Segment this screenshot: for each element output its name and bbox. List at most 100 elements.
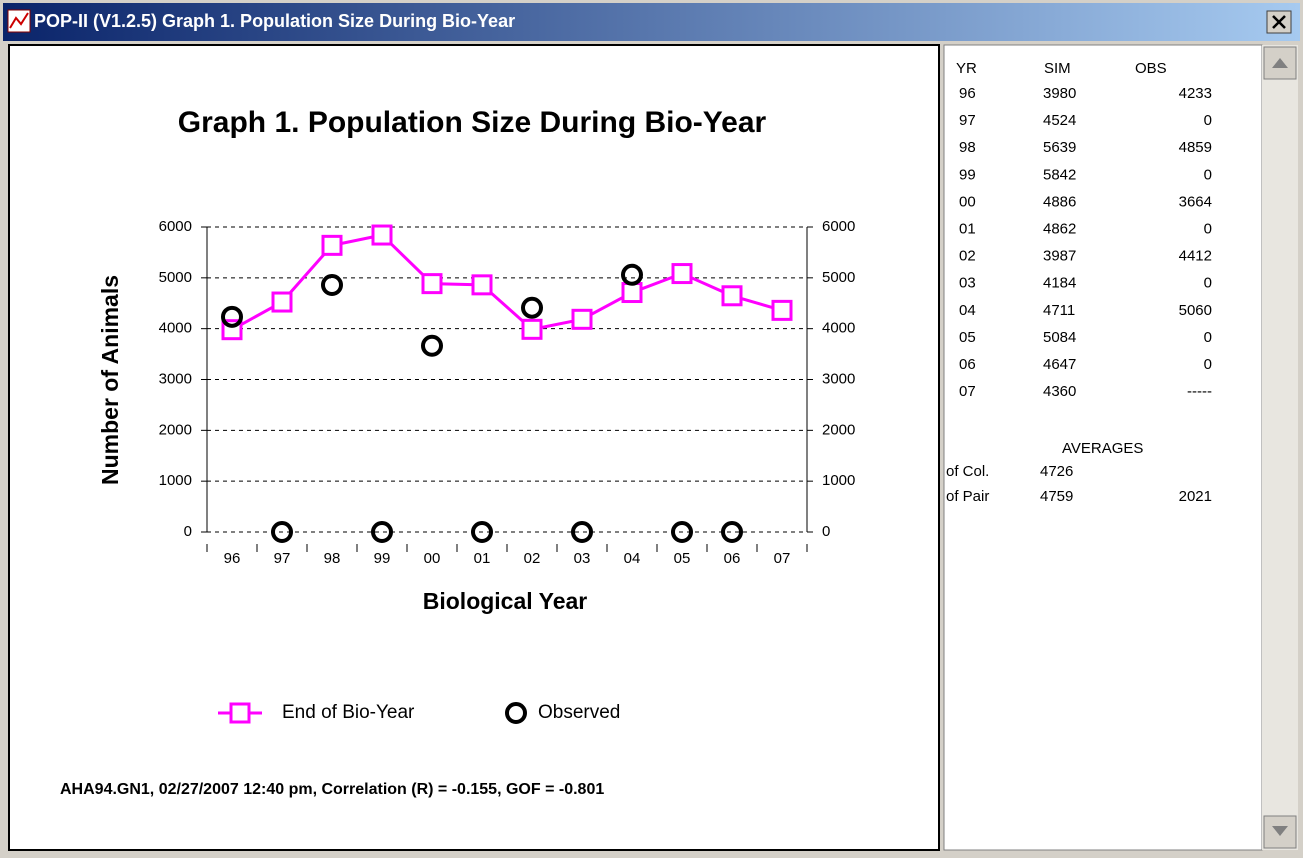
table-cell: 4711 <box>1043 302 1075 319</box>
x-tick-label: 99 <box>374 550 391 567</box>
table-cell: 4412 <box>1179 248 1212 265</box>
circle-marker <box>721 521 743 543</box>
x-tick-label: 97 <box>274 550 291 567</box>
x-tick-label: 06 <box>724 550 741 567</box>
footer: AHA94.GN1, 02/27/2007 12:40 pm, Correlat… <box>60 781 604 798</box>
table-cell: 0 <box>1204 329 1212 346</box>
table-panel <box>943 44 1263 851</box>
averages-cell: 4759 <box>1040 488 1073 505</box>
x-tick-label: 01 <box>474 550 491 567</box>
table-cell: 0 <box>1204 220 1212 237</box>
y-tick-label: 0 <box>184 523 192 540</box>
y-tick-label: 1000 <box>159 472 192 489</box>
legend-marker <box>229 702 251 724</box>
y2-tick-label: 5000 <box>822 269 855 286</box>
x-tick-label: 00 <box>424 550 441 567</box>
window-title: POP-II (V1.2.5) Graph 1. Population Size… <box>34 11 515 31</box>
table-cell: 5060 <box>1179 302 1212 319</box>
averages-title: AVERAGES <box>1062 440 1143 457</box>
table-cell: 05 <box>959 329 976 346</box>
y2-tick-label: 6000 <box>822 218 855 235</box>
x-tick-label: 96 <box>224 550 241 567</box>
square-marker <box>571 308 593 330</box>
table-cell: 06 <box>959 356 976 373</box>
table-cell: 4859 <box>1179 139 1212 156</box>
legend-circle <box>505 702 527 724</box>
y-axis-label: Number of Animals <box>97 275 123 485</box>
table-cell: 98 <box>959 139 976 156</box>
table-cell: 5842 <box>1043 166 1076 183</box>
y2-tick-label: 0 <box>822 523 830 540</box>
x-tick-label: 05 <box>674 550 691 567</box>
table-cell: 02 <box>959 248 976 265</box>
circle-marker <box>421 334 443 357</box>
legend-marker <box>505 702 527 724</box>
table-cell: 00 <box>959 193 976 210</box>
table-cell: 4647 <box>1043 356 1076 373</box>
y-tick-label: 4000 <box>159 320 192 337</box>
legend-label: Observed <box>538 702 620 723</box>
x-tick-label: 03 <box>574 550 591 567</box>
circle-marker <box>671 521 693 543</box>
table-cell: 96 <box>959 85 976 102</box>
table-cell: 3987 <box>1043 248 1076 265</box>
scrollbar[interactable] <box>1262 45 1298 850</box>
table-cell: 4184 <box>1043 275 1076 292</box>
y2-tick-label: 1000 <box>822 472 855 489</box>
y-tick-label: 6000 <box>159 218 192 235</box>
square-marker <box>371 224 393 246</box>
y-tick-label: 3000 <box>159 370 192 387</box>
averages-cell: 2021 <box>1179 488 1212 505</box>
circle-marker <box>621 263 643 286</box>
square-marker <box>321 234 343 256</box>
y2-tick-label: 2000 <box>822 421 855 438</box>
circle-marker <box>371 521 393 543</box>
table-cell: 99 <box>959 166 976 183</box>
close-button[interactable] <box>1266 10 1292 34</box>
legend-square <box>229 702 251 724</box>
chart-title: Graph 1. Population Size During Bio-Year <box>178 106 767 139</box>
circle-marker <box>221 305 243 328</box>
averages-cell: of Col. <box>946 463 989 480</box>
title-bar <box>3 3 1300 41</box>
x-tick-label: 02 <box>524 550 541 567</box>
table-cell: ----- <box>1187 383 1212 400</box>
table-header: SIM <box>1044 60 1071 77</box>
table-cell: 07 <box>959 383 976 400</box>
data-table: YR SIM OBS 96 3980 4233 97 4524 0 98 5639 4859 99 584… <box>946 60 1212 505</box>
table-header: YR <box>956 60 977 77</box>
averages-cell: of Pair <box>946 488 989 505</box>
table-cell: 97 <box>959 112 976 129</box>
square-marker <box>621 282 643 304</box>
table-cell: 01 <box>959 220 976 237</box>
graph-panel <box>8 44 940 851</box>
square-marker <box>421 273 443 295</box>
table-cell: 3980 <box>1043 85 1076 102</box>
square-marker <box>521 318 543 340</box>
table-cell: 04 <box>959 302 976 319</box>
circle-marker <box>271 521 293 543</box>
circle-marker <box>321 274 343 297</box>
chart: Graph 1. Population Size During Bio-Year… <box>60 106 855 798</box>
square-marker <box>721 285 743 307</box>
table-cell: 0 <box>1204 356 1212 373</box>
square-marker <box>471 274 493 296</box>
y-tick-label: 2000 <box>159 421 192 438</box>
table-cell: 0 <box>1204 166 1212 183</box>
x-tick-label: 07 <box>774 550 791 567</box>
legend-label: End of Bio-Year <box>282 702 415 723</box>
table-cell: 4233 <box>1179 85 1212 102</box>
circle-marker <box>471 521 493 543</box>
averages-cell: 4726 <box>1040 463 1073 480</box>
table-cell: 0 <box>1204 112 1212 129</box>
table-cell: 4862 <box>1043 220 1076 237</box>
x-axis-label: Biological Year <box>423 588 588 614</box>
table-cell: 4886 <box>1043 193 1076 210</box>
table-cell: 4360 <box>1043 383 1076 400</box>
square-marker <box>771 299 793 321</box>
table-cell: 5639 <box>1043 139 1076 156</box>
table-cell: 3664 <box>1179 193 1212 210</box>
x-tick-label: 04 <box>624 550 641 567</box>
table-header: OBS <box>1135 60 1167 77</box>
